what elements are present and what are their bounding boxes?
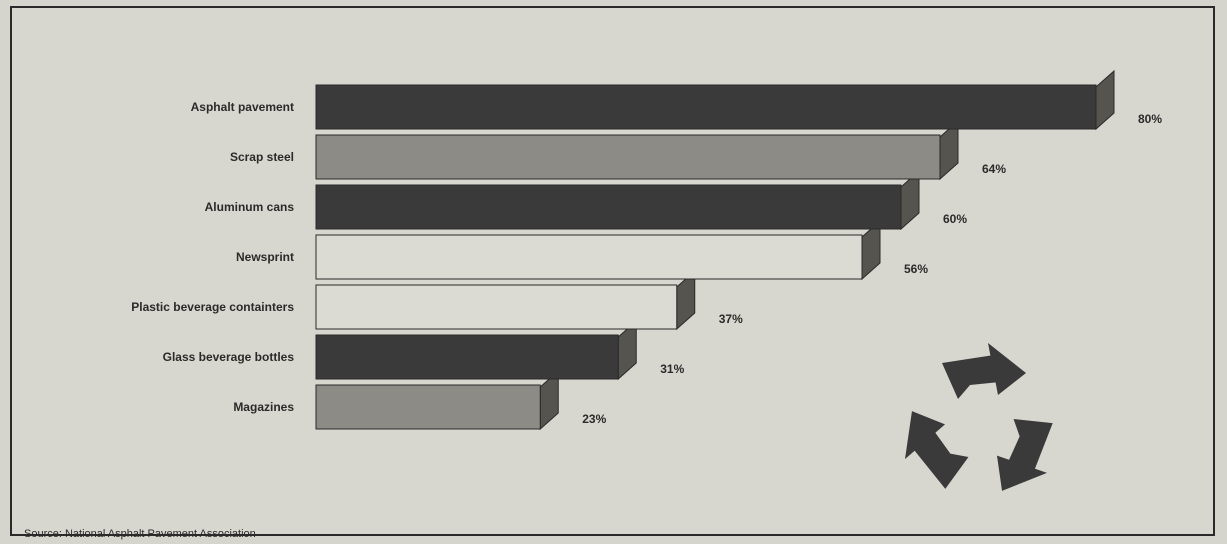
category-label-5: Glass beverage bottles bbox=[163, 350, 295, 364]
value-label-1: 64% bbox=[982, 162, 1006, 176]
bar-side-2 bbox=[900, 169, 920, 231]
bar-1 bbox=[315, 134, 941, 180]
value-label-2: 60% bbox=[943, 212, 967, 226]
bar-side-5 bbox=[617, 319, 637, 381]
source-note: Source: National Asphalt Pavement Associ… bbox=[24, 528, 256, 540]
bar-side-1 bbox=[939, 119, 959, 181]
bars-group: Magazines 23% Glass beverage bottles 31% Pla… bbox=[131, 69, 1162, 431]
bar-5 bbox=[315, 334, 619, 380]
bar-side-4 bbox=[676, 269, 696, 331]
bar-6 bbox=[315, 384, 541, 430]
bar-2 bbox=[315, 184, 902, 230]
value-label-4: 37% bbox=[719, 312, 743, 326]
category-label-6: Magazines bbox=[233, 400, 294, 414]
bar-3 bbox=[315, 234, 863, 280]
bar-side-0 bbox=[1095, 69, 1115, 131]
bar-4 bbox=[315, 284, 678, 330]
bar-0 bbox=[315, 84, 1097, 130]
bar-side-3 bbox=[861, 219, 881, 281]
category-label-4: Plastic beverage containters bbox=[131, 300, 294, 314]
value-label-6: 23% bbox=[582, 412, 606, 426]
value-label-0: 80% bbox=[1138, 112, 1162, 126]
category-label-1: Scrap steel bbox=[230, 150, 294, 164]
recycling-icon bbox=[904, 343, 1053, 491]
category-label-0: Asphalt pavement bbox=[191, 100, 294, 114]
value-label-3: 56% bbox=[904, 262, 928, 276]
bar-side-6 bbox=[539, 369, 559, 431]
value-label-5: 31% bbox=[660, 362, 684, 376]
category-label-2: Aluminum cans bbox=[205, 200, 295, 214]
category-label-3: Newsprint bbox=[236, 250, 294, 264]
